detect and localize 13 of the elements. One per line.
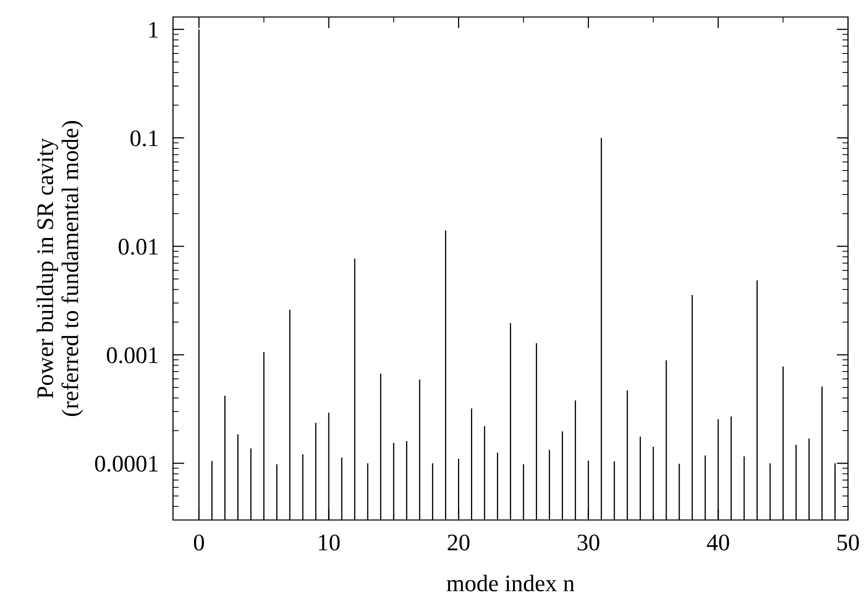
y-tick-label: 0.1 [130,130,158,146]
x-tick-label: 10 [319,534,340,551]
x-tick-label: 50 [838,534,859,551]
x-axis-title: mode index n [446,574,574,592]
x-tick-label: 30 [578,534,600,551]
y-tick-label: 1 [149,22,158,38]
y-tick-label: 0.01 [118,238,158,255]
x-tick-label: 0 [194,534,204,551]
x-tick-label: 20 [448,534,470,551]
y-tick-label: 0.0001 [95,456,158,472]
y-tick-label: 0.001 [106,347,158,364]
y-axis-title: Power buildup in SR cavity (referred to fundamental mode) [36,121,84,416]
x-tick-label: 40 [706,534,730,551]
